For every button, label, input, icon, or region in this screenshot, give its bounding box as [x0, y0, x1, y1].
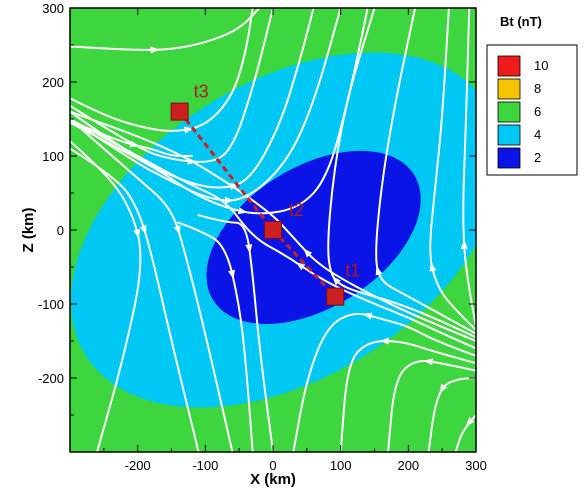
x-tick-label: 0	[269, 458, 276, 473]
streamline	[70, 8, 369, 215]
streamline-arrow-icon	[129, 140, 140, 148]
spacecraft-trajectory	[170, 102, 345, 306]
legend-label: 4	[534, 127, 541, 142]
trajectory-label-t3: t3	[194, 82, 209, 102]
streamline-arrow-icon	[460, 239, 468, 249]
contour-level-2-region	[206, 150, 421, 324]
legend-swatch-8	[497, 78, 521, 100]
y-tick-label: 100	[42, 149, 64, 164]
streamline-arrow-icon	[379, 337, 389, 345]
x-tick-label: -100	[192, 458, 218, 473]
streamline-arrow-icon	[245, 244, 253, 254]
streamline	[387, 360, 476, 452]
streamline	[462, 8, 476, 328]
streamline	[454, 414, 476, 452]
trajectory-labels: t3 t2 t1	[194, 82, 361, 281]
y-tick-label: 300	[42, 1, 64, 16]
x-tick-label: 100	[330, 458, 352, 473]
streamline-arrow-icon	[237, 207, 248, 215]
y-axis-title: Z (km)	[20, 207, 37, 252]
legend-label: 2	[534, 150, 541, 165]
streamline-arrow-icon	[225, 196, 235, 204]
y-tick-label: -100	[38, 297, 64, 312]
streamline	[429, 8, 476, 331]
legend-swatch-10	[497, 55, 521, 77]
streamline	[70, 119, 193, 157]
y-tick-label: 200	[42, 75, 64, 90]
streamline	[70, 147, 200, 452]
x-tick-label: 300	[465, 458, 487, 473]
axis-ticks: -200 -100 0 100 200 300 -200 -100 0 100 200 300	[38, 1, 487, 473]
y-tick-label: -200	[38, 371, 64, 386]
streamline-arrow-icon	[150, 46, 160, 54]
streamline-arrow-icon	[295, 262, 306, 271]
trajectory-label-t1: t1	[345, 261, 360, 281]
contour-fills	[70, 8, 476, 452]
legend-swatch-6	[497, 101, 521, 123]
streamline-arrow-icon	[429, 262, 437, 272]
streamline-arrow-icon	[303, 248, 313, 258]
streamline	[70, 8, 274, 163]
x-tick-label: -200	[125, 458, 151, 473]
x-tick-label: 200	[397, 458, 419, 473]
legend-swatch-2	[497, 147, 521, 169]
streamline-arrow-icon	[439, 383, 448, 394]
streamline-arrow-icon	[133, 228, 141, 239]
legend-label: 10	[534, 58, 548, 73]
streamline	[70, 8, 261, 51]
streamline	[70, 110, 476, 342]
trajectory-label-t2: t2	[289, 200, 304, 220]
trajectory-marker-t3	[170, 102, 189, 121]
trajectory-segment	[178, 110, 275, 231]
color-legend: Bt (nT) 10 8 6 4 2	[486, 14, 578, 176]
trajectory-marker-t1	[326, 287, 345, 306]
streamline-arrow-icon	[375, 265, 383, 276]
legend-label: 8	[534, 81, 541, 96]
legend-swatch-4	[497, 124, 521, 146]
trajectory-segment	[271, 228, 337, 298]
streamline-arrow-icon	[465, 417, 475, 427]
streamline-arrow-icon	[423, 358, 434, 366]
streamline-arrow-icon	[362, 312, 373, 320]
x-axis-title: X (km)	[250, 471, 296, 488]
streamlines	[70, 8, 476, 452]
streamline-arrow-icon	[139, 225, 147, 235]
legend-label: 6	[534, 104, 541, 119]
legend-title: Bt (nT)	[500, 14, 542, 29]
trajectory-marker-t2	[264, 221, 282, 239]
y-tick-label: 0	[57, 223, 64, 238]
streamline-arrow-icon	[173, 225, 181, 235]
streamline-arrow-icon	[332, 276, 341, 286]
streamline-arrow-icon	[228, 269, 235, 280]
